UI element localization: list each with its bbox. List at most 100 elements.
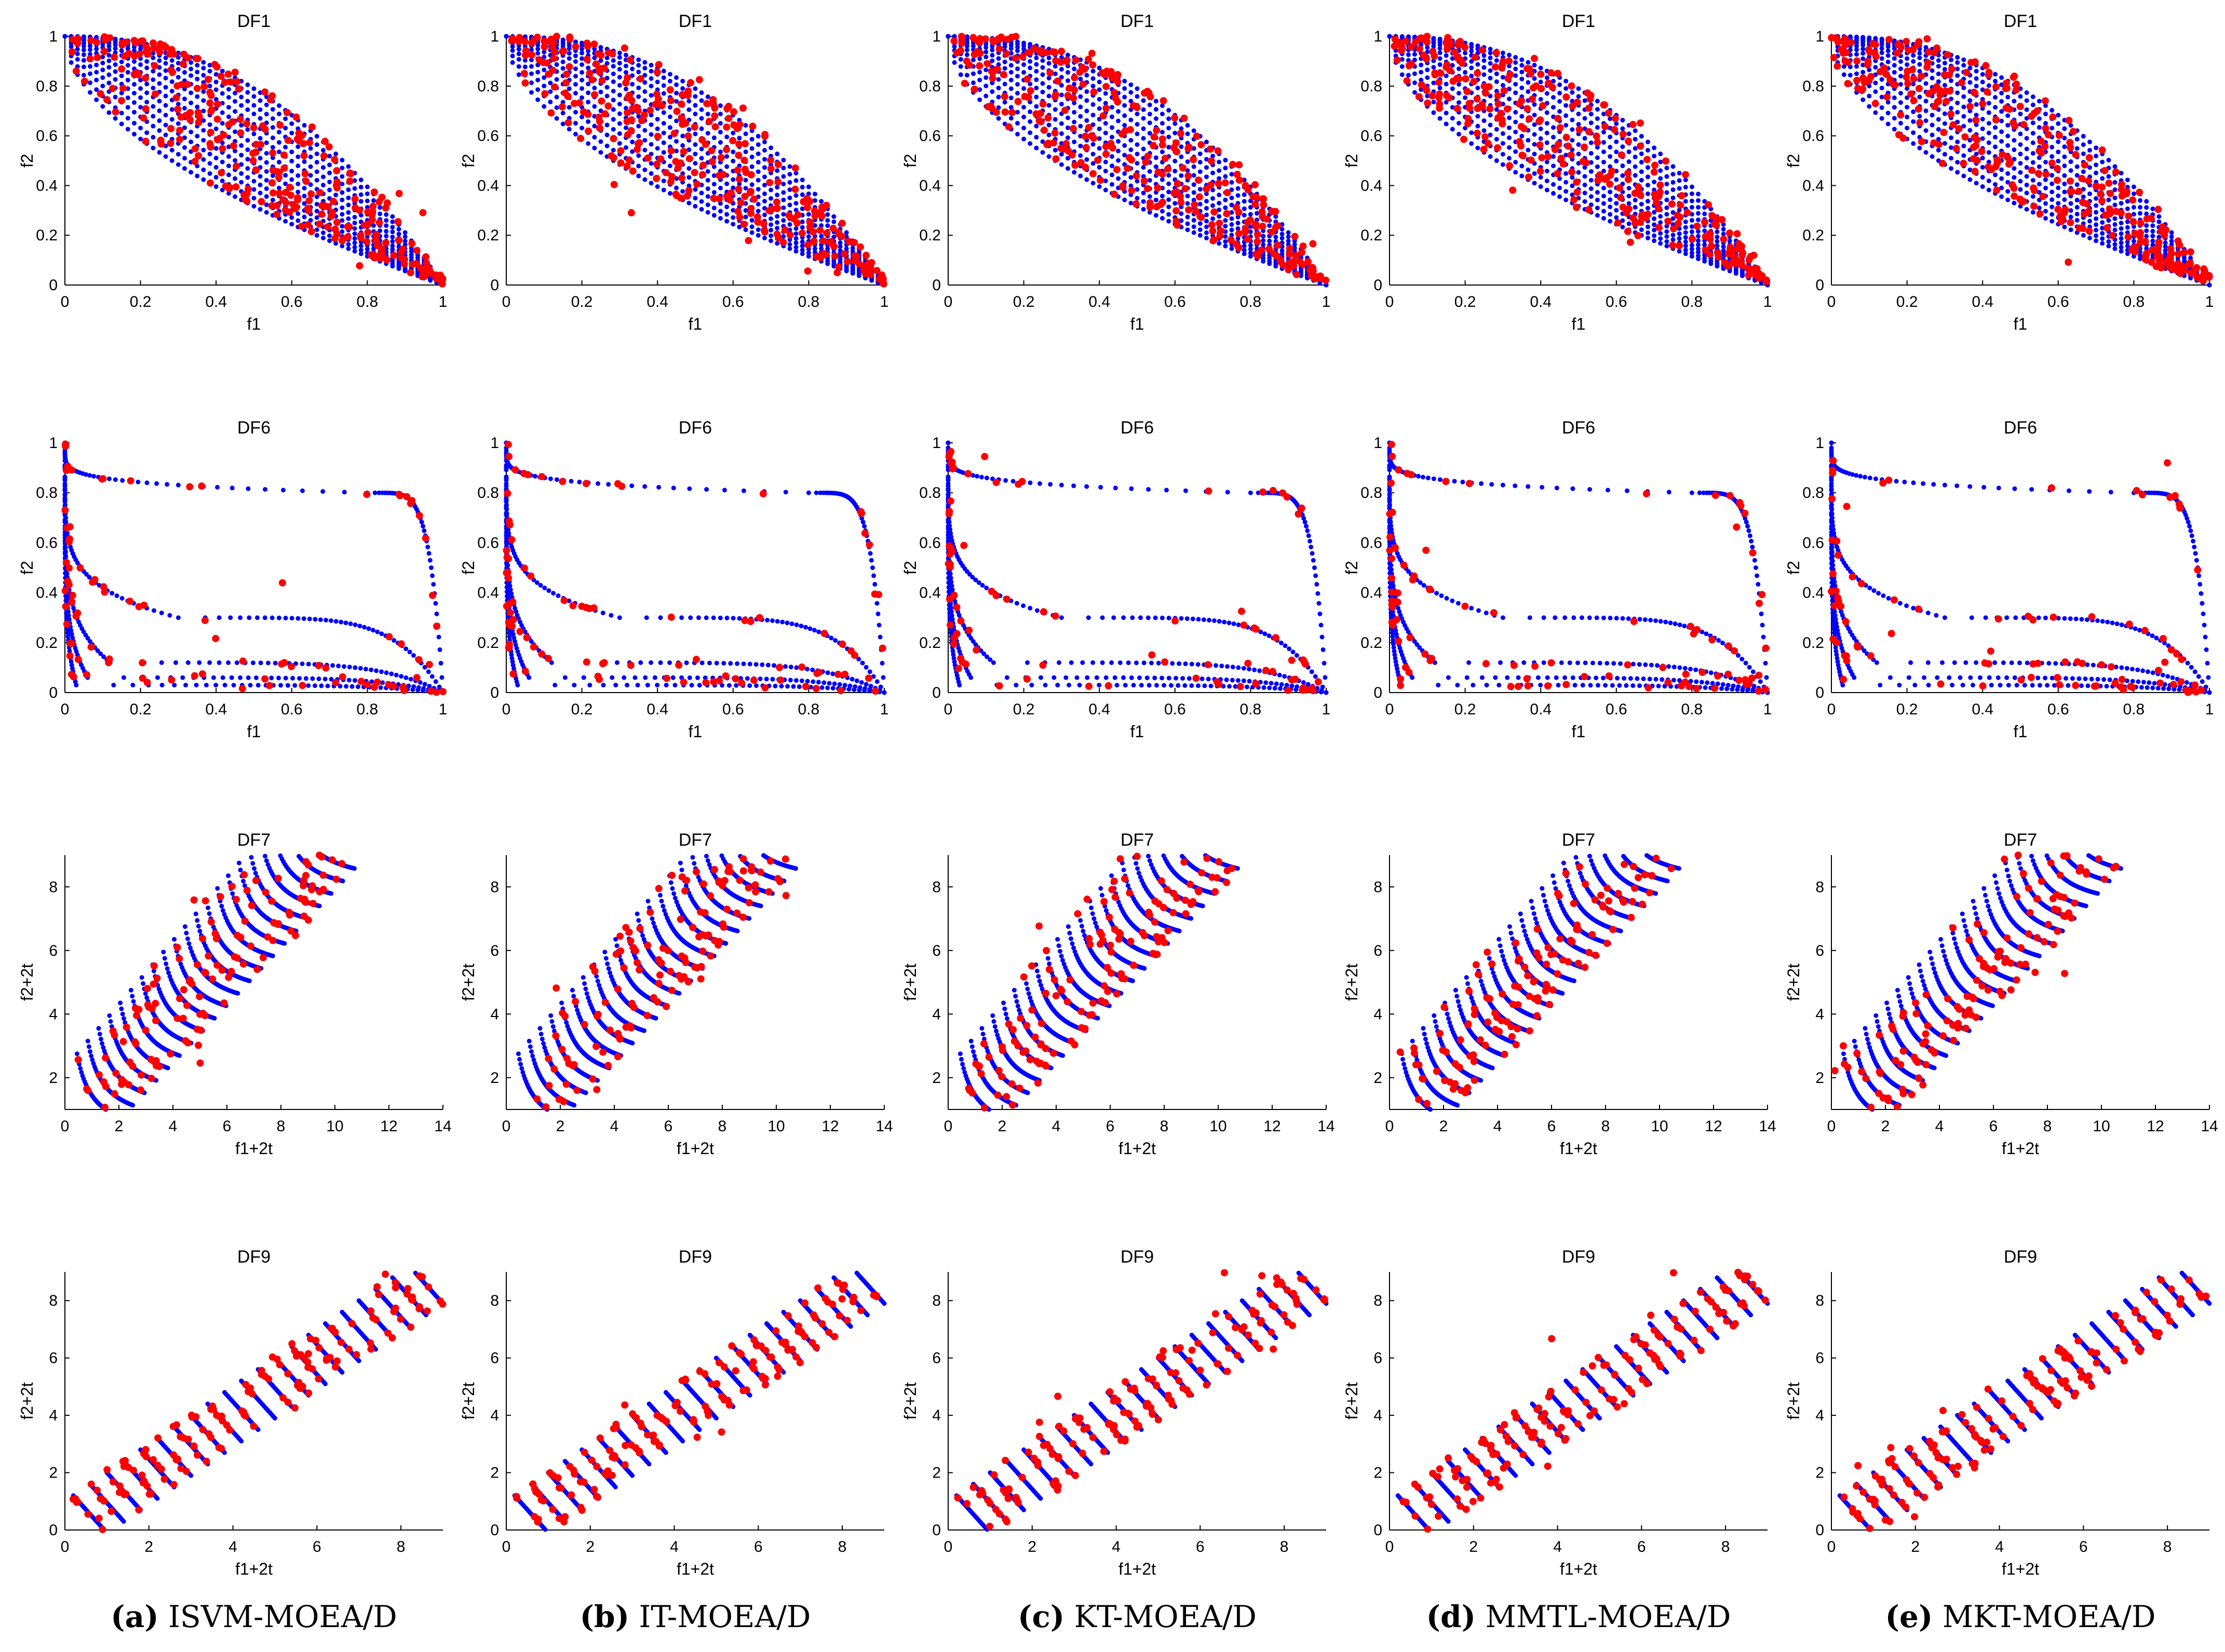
obtained-point: [735, 185, 743, 193]
obtained-point: [369, 202, 377, 210]
x-tick-label: 0.4: [1088, 293, 1110, 310]
obtained-point: [1656, 181, 1664, 189]
obtained-point: [1309, 264, 1316, 272]
front-point: [1582, 182, 1587, 187]
front-point: [1538, 136, 1543, 141]
front-point: [151, 86, 156, 90]
obtained-point: [1655, 224, 1663, 232]
front-point: [1961, 173, 1966, 179]
obtained-point: [300, 140, 307, 147]
front-point: [516, 47, 521, 52]
obtained-point: [838, 220, 846, 227]
front-point: [1620, 173, 1625, 178]
obtained-point: [706, 117, 713, 125]
obtained-point: [174, 105, 182, 113]
obtained-point: [230, 142, 237, 150]
obtained-point: [1043, 141, 1051, 148]
front-point: [1002, 66, 1007, 71]
front-point: [819, 199, 824, 204]
obtained-point: [1442, 63, 1450, 71]
obtained-point: [820, 237, 827, 245]
obtained-point: [1619, 130, 1627, 138]
front-point: [1538, 184, 1543, 189]
front-point: [617, 111, 622, 116]
front-point: [649, 142, 654, 147]
obtained-point: [1431, 71, 1439, 78]
front-point: [1223, 197, 1228, 202]
obtained-point: [224, 70, 232, 78]
obtained-point: [383, 256, 390, 264]
obtained-point: [747, 171, 755, 179]
front-point: [390, 229, 395, 235]
front-point: [711, 190, 717, 195]
front-point: [1500, 152, 1505, 157]
front-point: [264, 112, 269, 117]
front-point: [724, 164, 730, 169]
front-point: [295, 144, 301, 150]
front-point: [340, 157, 345, 163]
obtained-point: [344, 233, 352, 241]
front-point: [1242, 213, 1247, 218]
front-point: [983, 67, 989, 73]
front-point: [1873, 89, 1878, 94]
front-point: [617, 66, 622, 72]
front-point: [1582, 174, 1587, 179]
front-point: [1008, 86, 1014, 91]
front-point: [1097, 87, 1102, 92]
obtained-point: [629, 167, 637, 175]
obtained-point: [992, 109, 1000, 116]
obtained-point: [685, 155, 693, 163]
obtained-point: [702, 141, 709, 148]
front-point: [1532, 62, 1537, 67]
obtained-point: [423, 259, 430, 267]
front-point: [1652, 216, 1657, 221]
obtained-point: [193, 85, 201, 92]
front-point: [693, 94, 698, 99]
front-point: [1500, 83, 1505, 88]
front-point: [1595, 197, 1600, 202]
front-point: [1639, 169, 1644, 174]
x-tick-label: 0.6: [1606, 293, 1627, 310]
obtained-point: [1527, 156, 1535, 164]
front-point: [567, 51, 572, 56]
obtained-point: [421, 272, 429, 280]
front-point: [731, 208, 736, 213]
front-point: [731, 222, 736, 227]
front-point: [1437, 36, 1442, 42]
front-point: [352, 186, 357, 191]
obtained-point: [1737, 259, 1745, 266]
obtained-point: [399, 246, 407, 253]
obtained-point: [364, 208, 372, 216]
front-point: [611, 71, 616, 76]
obtained-point: [730, 108, 737, 116]
x-tick-label: 1: [439, 293, 448, 310]
front-point: [94, 35, 99, 40]
front-point: [617, 121, 622, 126]
front-point: [1620, 224, 1625, 229]
front-point: [756, 227, 761, 232]
obtained-point: [213, 100, 221, 108]
obtained-point: [670, 130, 678, 138]
obtained-point: [280, 164, 288, 172]
obtained-point: [152, 90, 159, 98]
front-point: [163, 93, 168, 99]
obtained-point: [1758, 272, 1766, 280]
y-tick-label: 1: [932, 28, 941, 45]
obtained-point: [598, 76, 606, 84]
front-point: [100, 104, 105, 109]
front-point: [182, 125, 187, 130]
obtained-point: [1298, 249, 1306, 256]
front-point: [781, 197, 786, 202]
front-point: [1002, 59, 1007, 64]
front-point: [1488, 56, 1493, 60]
obtained-point: [644, 154, 652, 162]
front-point: [1639, 151, 1644, 156]
y-tick-label: 0.6: [36, 128, 58, 145]
front-point: [554, 77, 559, 82]
front-point: [251, 187, 257, 192]
obtained-point: [1494, 92, 1502, 100]
front-point: [1217, 214, 1222, 219]
obtained-point: [1412, 38, 1420, 46]
front-point: [560, 121, 565, 127]
front-point: [1008, 63, 1014, 68]
